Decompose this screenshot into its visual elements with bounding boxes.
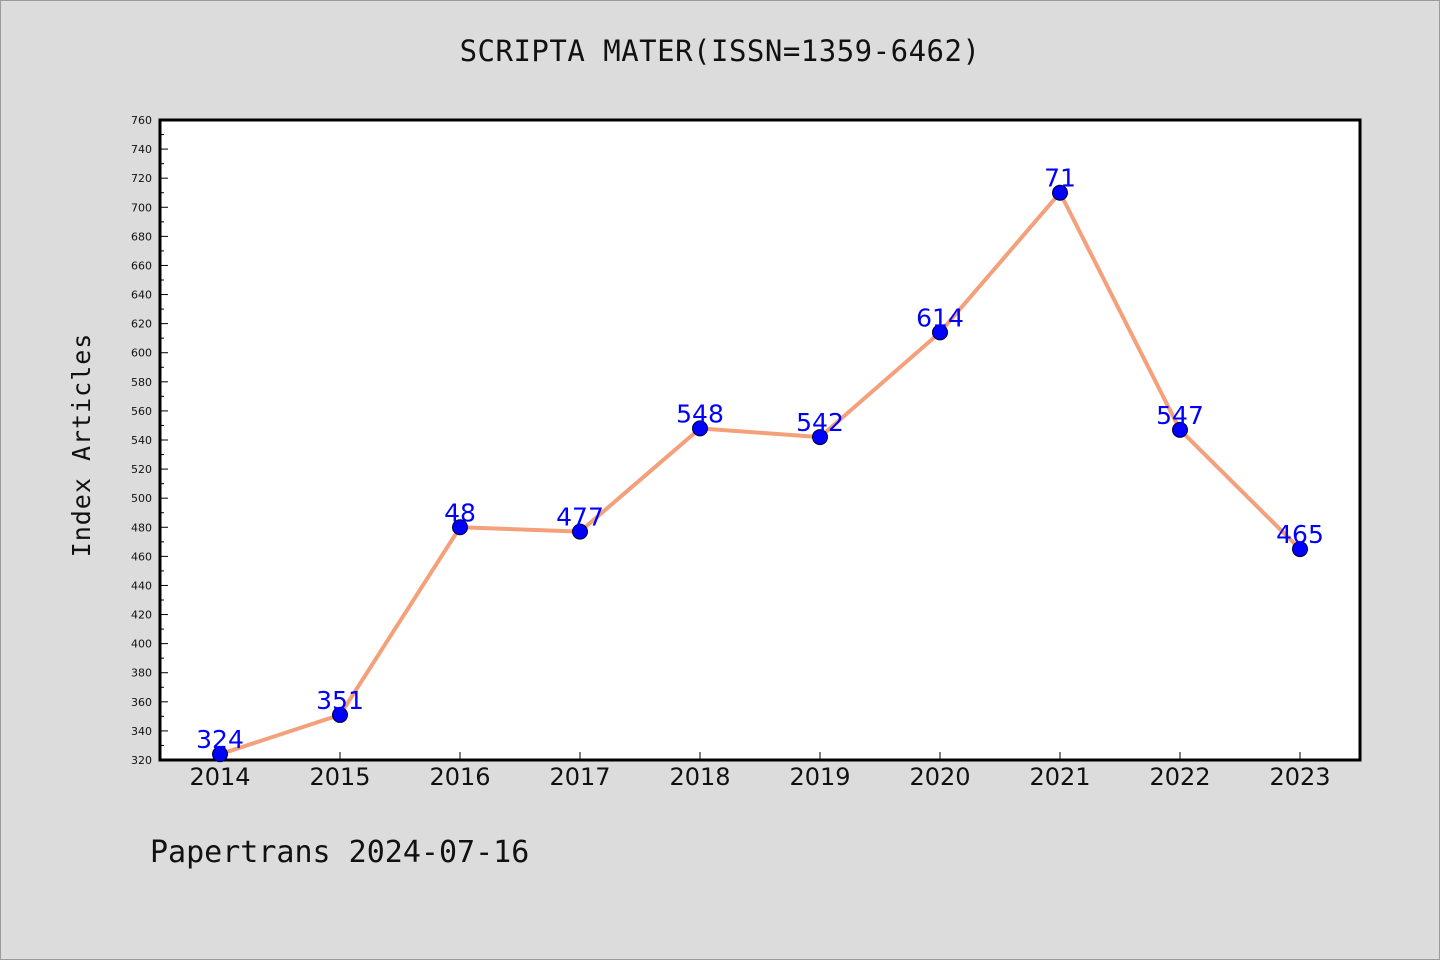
data-label: 465 [1276, 520, 1324, 549]
y-axis: 320 340 360 380 400 420 440 460 480 500 520 540 560 5… [131, 114, 168, 767]
y-axis-label: Index Articles [67, 333, 96, 558]
data-point [1052, 184, 1068, 201]
y-tick-label: 680 [131, 230, 152, 243]
y-tick-label: 480 [131, 521, 152, 534]
data-point [452, 519, 468, 536]
data-label: 351 [316, 686, 364, 715]
data-point [692, 420, 708, 437]
x-tick-label: 2016 [429, 763, 490, 791]
x-tick-label: 2019 [789, 763, 850, 791]
data-label: 614 [916, 303, 964, 332]
y-tick-label: 580 [131, 376, 152, 389]
series-line [219, 190, 1302, 757]
x-tick-label: 2023 [1269, 763, 1330, 791]
data-label: 477 [556, 503, 604, 532]
y-tick-label: 500 [131, 492, 152, 505]
x-tick-label: 2018 [669, 763, 730, 791]
y-tick-label: 340 [131, 725, 152, 738]
y-tick-label: 320 [131, 754, 152, 767]
data-point [332, 706, 348, 723]
data-point [932, 324, 948, 341]
y-tick-label: 720 [131, 172, 152, 185]
data-point [1172, 421, 1188, 438]
x-tick-label: 2014 [189, 763, 250, 791]
y-tick-label: 520 [131, 463, 152, 476]
data-label: 71 [1044, 164, 1076, 193]
y-tick-label: 760 [131, 114, 152, 127]
footer-note: Papertrans 2024-07-16 [150, 835, 530, 870]
y-tick-label: 380 [131, 667, 152, 680]
y-tick-label: 420 [131, 609, 152, 622]
y-tick-label: 600 [131, 347, 152, 360]
y-tick-label: 640 [131, 289, 152, 302]
x-tick-label: 2017 [549, 763, 610, 791]
y-tick-label: 660 [131, 259, 152, 272]
data-points [212, 184, 1308, 763]
data-label: 324 [196, 725, 244, 754]
data-label: 547 [1156, 401, 1204, 430]
y-tick-label: 740 [131, 143, 152, 156]
x-tick-label: 2021 [1029, 763, 1090, 791]
y-tick-label: 360 [131, 696, 152, 709]
x-tick-label: 2020 [909, 763, 970, 791]
plot-area [158, 118, 1362, 762]
data-labels: 324 351 48 477 548 542 614 71 547 465 [196, 164, 1324, 754]
data-point [812, 429, 828, 446]
y-tick-label: 700 [131, 201, 152, 214]
x-axis: 2014 2015 2016 2017 2018 2019 2020 2021 2022 2023 [189, 752, 1331, 791]
x-tick-label: 2015 [309, 763, 370, 791]
data-label: 542 [796, 408, 844, 437]
y-tick-label: 540 [131, 434, 152, 447]
data-point [1292, 541, 1308, 558]
y-tick-label: 440 [131, 579, 152, 592]
y-tick-label: 620 [131, 318, 152, 331]
y-tick-label: 400 [131, 638, 152, 651]
data-label: 548 [676, 399, 724, 428]
data-point [572, 523, 588, 540]
y-tick-label: 460 [131, 550, 152, 563]
data-label: 48 [444, 498, 476, 527]
data-point [212, 746, 228, 763]
x-tick-label: 2022 [1149, 763, 1210, 791]
y-tick-label: 560 [131, 405, 152, 418]
chart-title: SCRIPTA MATER(ISSN=1359-6462) [459, 34, 981, 68]
